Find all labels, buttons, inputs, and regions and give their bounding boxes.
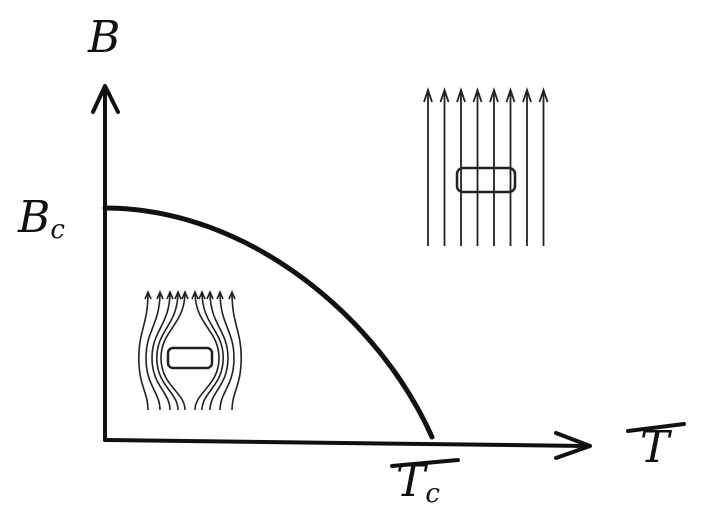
- field-arrow: [522, 87, 532, 103]
- field-arrow: [198, 289, 206, 300]
- field-arrow: [181, 289, 189, 300]
- tc-bar: [390, 458, 460, 468]
- field-line: [151, 291, 171, 411]
- sample: [166, 346, 214, 370]
- field-arrow: [166, 289, 174, 300]
- field-arrow: [228, 289, 236, 300]
- field-arrow: [156, 289, 164, 300]
- symbol: B: [17, 192, 50, 243]
- critical-curve: [102, 205, 435, 440]
- critical-field-label: Bc: [17, 192, 65, 245]
- x-axis: [103, 438, 587, 448]
- field-arrow: [206, 289, 214, 300]
- y-axis-label: B: [87, 12, 120, 63]
- symbol: T: [396, 456, 429, 507]
- field-arrow: [216, 289, 224, 300]
- field-arrow: [174, 289, 182, 300]
- field-arrow: [505, 87, 516, 103]
- field-line: [209, 291, 229, 411]
- subscript: c: [425, 479, 440, 509]
- field-line: [155, 291, 179, 411]
- critical-temperature-label: Tc: [396, 456, 440, 509]
- field-arrow: [144, 289, 152, 300]
- field-line: [219, 291, 235, 411]
- field-arrow: [489, 87, 499, 103]
- meissner-inset: [137, 289, 243, 411]
- t-bar: [626, 422, 686, 433]
- field-arrow: [423, 87, 433, 103]
- field-line: [194, 291, 220, 411]
- field-line: [145, 291, 161, 411]
- field-arrow: [456, 87, 466, 103]
- field-arrow: [538, 87, 549, 103]
- field-line: [201, 291, 225, 411]
- field-arrow: [472, 87, 483, 103]
- field-line: [160, 291, 186, 411]
- field-arrow: [191, 289, 199, 300]
- field-line: [137, 291, 149, 411]
- y-arrow: [91, 84, 120, 114]
- x-axis-label: T: [640, 422, 673, 473]
- subscript: c: [50, 215, 65, 245]
- field-arrow: [439, 87, 450, 103]
- x-arrow: [554, 431, 592, 460]
- sample: [455, 166, 517, 194]
- axes: [91, 84, 686, 468]
- field-line: [231, 291, 243, 411]
- normal-inset: [423, 87, 549, 246]
